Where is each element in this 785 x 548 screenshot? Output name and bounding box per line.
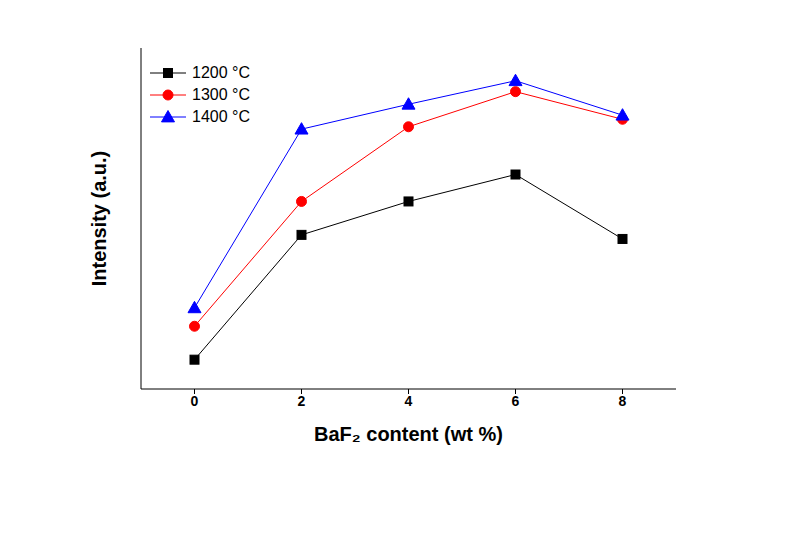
svg-text:Intensity (a.u.): Intensity (a.u.) [88, 151, 110, 287]
svg-text:BaF₂ content (wt %): BaF₂ content (wt %) [314, 423, 503, 445]
svg-text:8: 8 [619, 393, 627, 409]
html-text:1400 °C: 1400 °C [192, 108, 250, 125]
html-text:1300 °C: 1300 °C [192, 86, 250, 103]
svg-text:4: 4 [405, 393, 413, 409]
svg-text:0: 0 [191, 393, 199, 409]
html-text:1200 °C: 1200 °C [192, 64, 250, 81]
svg-text:6: 6 [512, 393, 520, 409]
svg-text:2: 2 [298, 393, 306, 409]
